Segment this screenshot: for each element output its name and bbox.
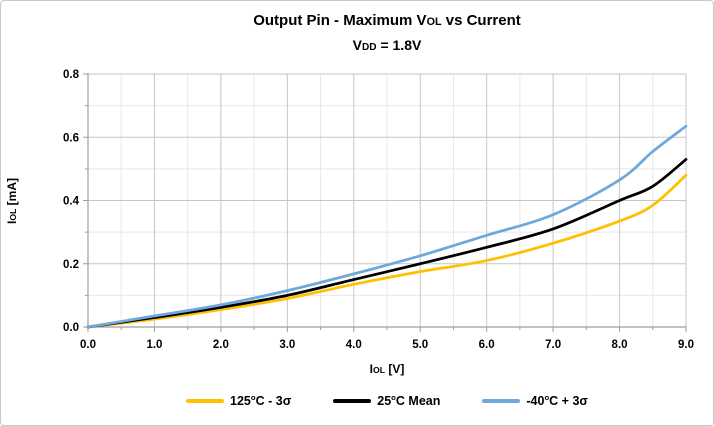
legend-item-0: 125oC - 3σ bbox=[186, 393, 291, 409]
x-tick-label: 4.0 bbox=[346, 339, 362, 351]
x-tick-label: 7.0 bbox=[545, 339, 561, 351]
legend-swatch-2 bbox=[482, 399, 521, 403]
legend-label-0: 125oC - 3σ bbox=[230, 393, 291, 408]
text-part: [mA] bbox=[5, 178, 19, 209]
text-part: OL bbox=[426, 16, 442, 28]
text-part: = 1.8V bbox=[376, 37, 422, 53]
y-axis-title: IOL [mA] bbox=[5, 101, 23, 301]
chart-subtitle: VDD = 1.8V bbox=[88, 37, 686, 53]
text-part: C + 3σ bbox=[549, 394, 588, 409]
text-part: OL bbox=[8, 208, 18, 221]
text-part: -40 bbox=[526, 394, 545, 409]
x-tick-label: 8.0 bbox=[612, 339, 628, 351]
x-tick-label: 5.0 bbox=[412, 339, 428, 351]
text-part: I bbox=[5, 220, 19, 224]
series-line-1 bbox=[86, 158, 688, 329]
x-tick-label: 3.0 bbox=[279, 339, 295, 351]
y-tick-label: 0.8 bbox=[63, 69, 80, 81]
legend-label-2: -40oC + 3σ bbox=[526, 393, 588, 408]
y-tick-label: 0.2 bbox=[63, 259, 79, 271]
text-part: I bbox=[369, 362, 373, 376]
text-part: 25 bbox=[377, 394, 392, 409]
y-tick-label: 0.0 bbox=[63, 322, 79, 334]
text-part: Output Pin - Maximum V bbox=[253, 12, 427, 29]
text-part: [V] bbox=[384, 362, 405, 376]
legend-label-1: 25oC Mean bbox=[377, 393, 440, 408]
legend-item-2: -40oC + 3σ bbox=[482, 393, 588, 409]
text-part: OL bbox=[373, 365, 385, 375]
text-part: vs Current bbox=[441, 12, 521, 29]
x-tick-label: 6.0 bbox=[479, 339, 495, 351]
series-line-2 bbox=[86, 124, 688, 329]
legend-item-1: 25oC Mean bbox=[333, 393, 440, 409]
x-tick-label: 2.0 bbox=[213, 339, 229, 351]
text-part: o bbox=[391, 393, 396, 403]
text-part: C Mean bbox=[395, 394, 441, 409]
y-tick-label: 0.4 bbox=[63, 196, 80, 208]
legend-swatch-1 bbox=[333, 399, 372, 403]
x-tick-label: 1.0 bbox=[146, 339, 162, 351]
y-tick-label: 0.6 bbox=[63, 132, 79, 144]
x-tick-label: 9.0 bbox=[678, 339, 694, 351]
text-part: o bbox=[544, 393, 550, 403]
text-part: o bbox=[250, 393, 256, 403]
legend-swatch-0 bbox=[186, 399, 225, 403]
legend: 125oC - 3σ 25oC Mean -40oC + 3σ bbox=[88, 390, 686, 412]
text-part: 125 bbox=[230, 394, 251, 409]
x-tick-label: 0.0 bbox=[80, 339, 96, 351]
chart-title: Output Pin - Maximum VOL vs Current bbox=[88, 12, 686, 29]
text-part: C - 3σ bbox=[255, 394, 292, 409]
text-part: DD bbox=[362, 42, 377, 53]
x-axis-title: IOL [V] bbox=[88, 362, 686, 376]
series-line-0 bbox=[86, 173, 688, 329]
text-part: V bbox=[352, 37, 362, 53]
